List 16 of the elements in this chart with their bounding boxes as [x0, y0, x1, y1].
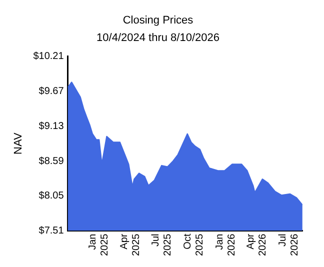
x-tick-label: Jul 2026 — [277, 233, 300, 256]
y-tick-label: $9.67 — [38, 86, 64, 98]
x-tick-label: Oct 2025 — [182, 233, 206, 256]
x-tick-label: Apr 2025 — [118, 233, 142, 256]
chart-title: Closing Prices — [122, 14, 194, 27]
y-tick-label: $10.21 — [33, 51, 64, 62]
y-tick-label: $8.05 — [38, 190, 64, 202]
y-tick-label: $7.51 — [38, 226, 64, 237]
y-tick-label: $9.13 — [38, 120, 64, 132]
chart-subtitle: 10/4/2024 thru 8/10/2026 — [96, 32, 220, 44]
x-tick-label: Jan 2025 — [87, 233, 110, 256]
x-tick-label: Jul 2025 — [150, 233, 174, 256]
x-tick-label: Jan 2026 — [214, 233, 238, 256]
x-tick-label: Apr 2026 — [246, 233, 269, 256]
y-axis-title: NAV — [12, 132, 25, 154]
y-tick-label: $8.59 — [38, 156, 64, 167]
